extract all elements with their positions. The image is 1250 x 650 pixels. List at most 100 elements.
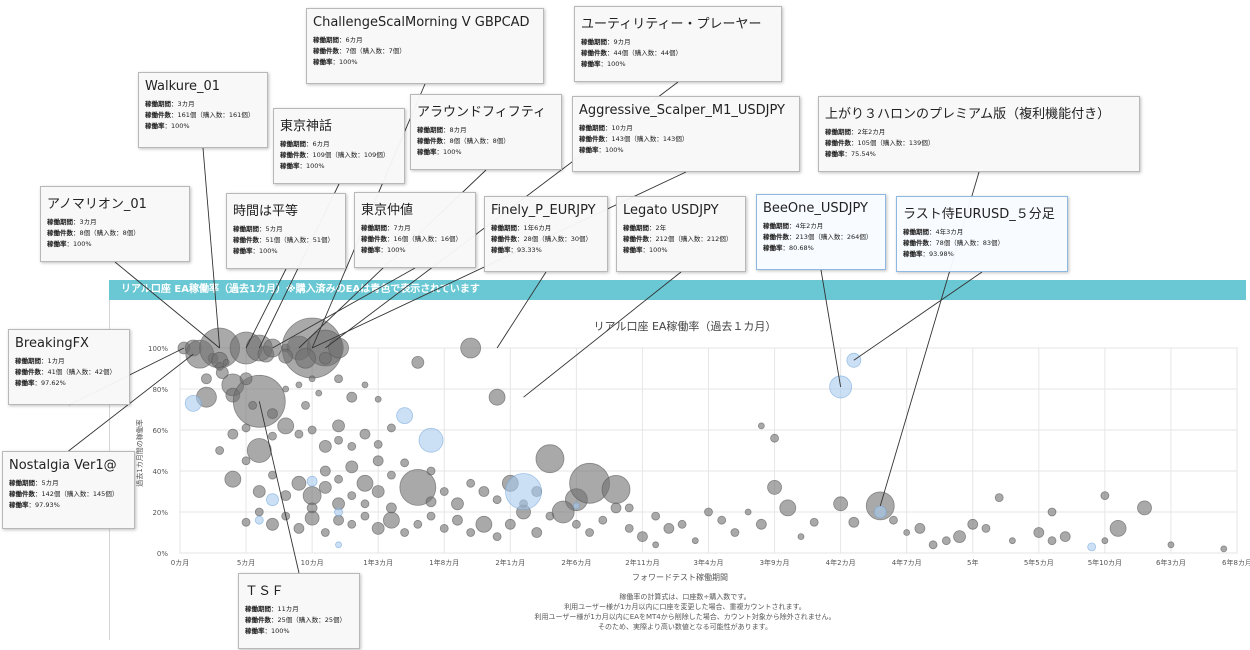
- ea-rate-label: 稼働率: [491, 246, 511, 254]
- ea-count-row: 稼働件数：41個（購入数：42個）: [15, 367, 123, 378]
- ea-rate-label: 稼働率: [145, 122, 165, 130]
- ea-count-value: ：161個（購入数：161個）: [171, 111, 255, 119]
- ea-point: [308, 375, 316, 383]
- ea-count-row: 稼働件数：7個（購入数：7個）: [313, 46, 537, 57]
- ea-point: [903, 529, 911, 536]
- ea-rate-value: ：100%: [299, 162, 325, 170]
- ea-point: [371, 522, 385, 535]
- ea-period-value: ：5カ月: [35, 479, 59, 487]
- ea-rate-label: 稼働率: [9, 501, 29, 509]
- ea-count-label: 稼働件数: [417, 137, 443, 145]
- ea-period-value: ：10カ月: [605, 124, 633, 132]
- ea-count-row: 稼働件数：109個（購入数：109個）: [280, 150, 398, 161]
- ea-point: [492, 495, 502, 505]
- ea-point: [224, 470, 242, 488]
- ea-period-row: 稼働期間：10カ月: [579, 123, 793, 134]
- ea-rate-row: 稼働率：93.98%: [903, 249, 1061, 260]
- ea-point: [282, 385, 290, 393]
- ea-name: Finely_P_EURJPY: [491, 203, 596, 218]
- ea-point: [1047, 507, 1057, 517]
- y-tick-label: 20%: [152, 509, 168, 517]
- ea-point: [318, 480, 332, 494]
- ea-point: [797, 533, 805, 540]
- ea-rate-value: ：93.33%: [510, 246, 542, 254]
- ea-rate-label: 稼働率: [233, 247, 253, 255]
- ea-count-label: 稼働件数: [825, 139, 851, 147]
- x-tick-label: 1年8カ月: [429, 558, 459, 567]
- purchased-ea-point: [396, 407, 414, 425]
- ea-rate-label: 稼働率: [581, 60, 601, 68]
- ea-rate-value: ：75.54%: [844, 150, 876, 158]
- ea-point: [598, 515, 608, 525]
- ea-point: [227, 428, 239, 440]
- ea-point: [770, 433, 779, 443]
- ea-point: [535, 444, 565, 474]
- ea-rate-label: 稼働率: [280, 162, 300, 170]
- purchased-ea-point: [1087, 542, 1097, 552]
- ea-name: BreakingFX: [15, 336, 89, 351]
- ea-rate-row: 稼働率：100%: [361, 245, 469, 256]
- ea-point: [755, 518, 767, 530]
- ea-period-value: ：1カ月: [41, 357, 65, 365]
- ea-point: [382, 511, 400, 529]
- callout-leader-line: [820, 269, 842, 388]
- ea-point: [704, 507, 713, 517]
- ea-point: [360, 499, 370, 509]
- ea-point: [356, 474, 374, 492]
- ea-rate-row: 稼働率：100%: [245, 626, 353, 637]
- ea-point: [610, 502, 622, 514]
- ea-count-value: ：28個（購入数：30個）: [517, 235, 593, 243]
- ea-rate-row: 稼働率：97.93%: [9, 500, 128, 511]
- ea-point: [400, 458, 410, 468]
- ea-period-row: 稼働期間：9カ月: [581, 37, 775, 48]
- ea-point: [492, 532, 502, 541]
- ea-point: [531, 527, 543, 538]
- chart-title: リアル口座 EA稼働率（過去１カ月）: [593, 320, 777, 333]
- callout-leader-line: [523, 271, 682, 398]
- ea-period-row: 稼働期間：1カ月: [15, 356, 123, 367]
- ea-count-label: 稼働件数: [623, 235, 649, 243]
- ea-point: [779, 499, 797, 517]
- ea-point: [411, 355, 425, 369]
- ea-point: [320, 528, 330, 537]
- ea-callout-card: Finely_P_EURJPY 稼働期間：1年6カ月 稼働件数：28個（購入数：30…: [484, 196, 608, 272]
- ea-count-label: 稼働件数: [903, 239, 929, 247]
- ea-point: [981, 524, 991, 533]
- x-tick-label: 4年2カ月: [826, 558, 856, 567]
- y-tick-label: 100%: [148, 345, 168, 353]
- purchased-ea-point: [184, 394, 202, 412]
- ea-point: [663, 523, 675, 534]
- ea-point: [848, 516, 860, 528]
- ea-period-value: ：6カ月: [339, 36, 363, 44]
- ea-point: [744, 508, 752, 516]
- ea-period-value: ：7カ月: [387, 224, 411, 232]
- ea-point: [451, 497, 464, 511]
- ea-name: Legato USDJPY: [623, 203, 719, 218]
- ea-point: [222, 358, 230, 366]
- ea-point: [385, 502, 397, 514]
- ea-point: [624, 503, 634, 513]
- ea-count-label: 稼働件数: [245, 616, 271, 624]
- ea-callout-card: BreakingFX 稼働期間：1カ月 稼働件数：41個（購入数：42個） 稼働率：9…: [8, 329, 130, 405]
- ea-point: [1047, 536, 1057, 546]
- ea-point: [1109, 520, 1127, 537]
- ea-point: [914, 523, 926, 534]
- ea-period-label: 稼働期間: [233, 225, 259, 233]
- footnote-line: 利用ユーザー様が1カ月以内にEAをMT4から削除した場合、カウント対象から除外さ…: [534, 613, 836, 621]
- ea-count-label: 稼働件数: [233, 236, 259, 244]
- ea-point: [426, 466, 436, 476]
- ea-count-value: ：16個（購入数：16個）: [387, 235, 463, 243]
- ea-rate-label: 稼働率: [47, 240, 67, 248]
- ea-point: [347, 441, 357, 451]
- ea-count-row: 稼働件数：78個（購入数：83個）: [903, 238, 1061, 249]
- ea-period-value: ：11カ月: [271, 605, 299, 613]
- ea-point: [333, 514, 344, 526]
- ea-point: [360, 511, 370, 521]
- ea-callout-card: 上がり３ハロンのプレミアム版（複利機能付き） 稼働期間：2年2カ月 稼働件数：105…: [818, 96, 1140, 172]
- ea-callout-card: アラウンドフィフティ 稼働期間：8カ月 稼働件数：8個（購入数：8個） 稼働率：100…: [410, 94, 562, 170]
- ea-rate-row: 稼働率：100%: [417, 147, 555, 158]
- y-tick-label: 0%: [157, 550, 168, 558]
- ea-count-row: 稼働件数：105個（購入数：139個）: [825, 138, 1133, 149]
- ea-count-row: 稼働件数：213個（購入数：264個）: [763, 232, 879, 243]
